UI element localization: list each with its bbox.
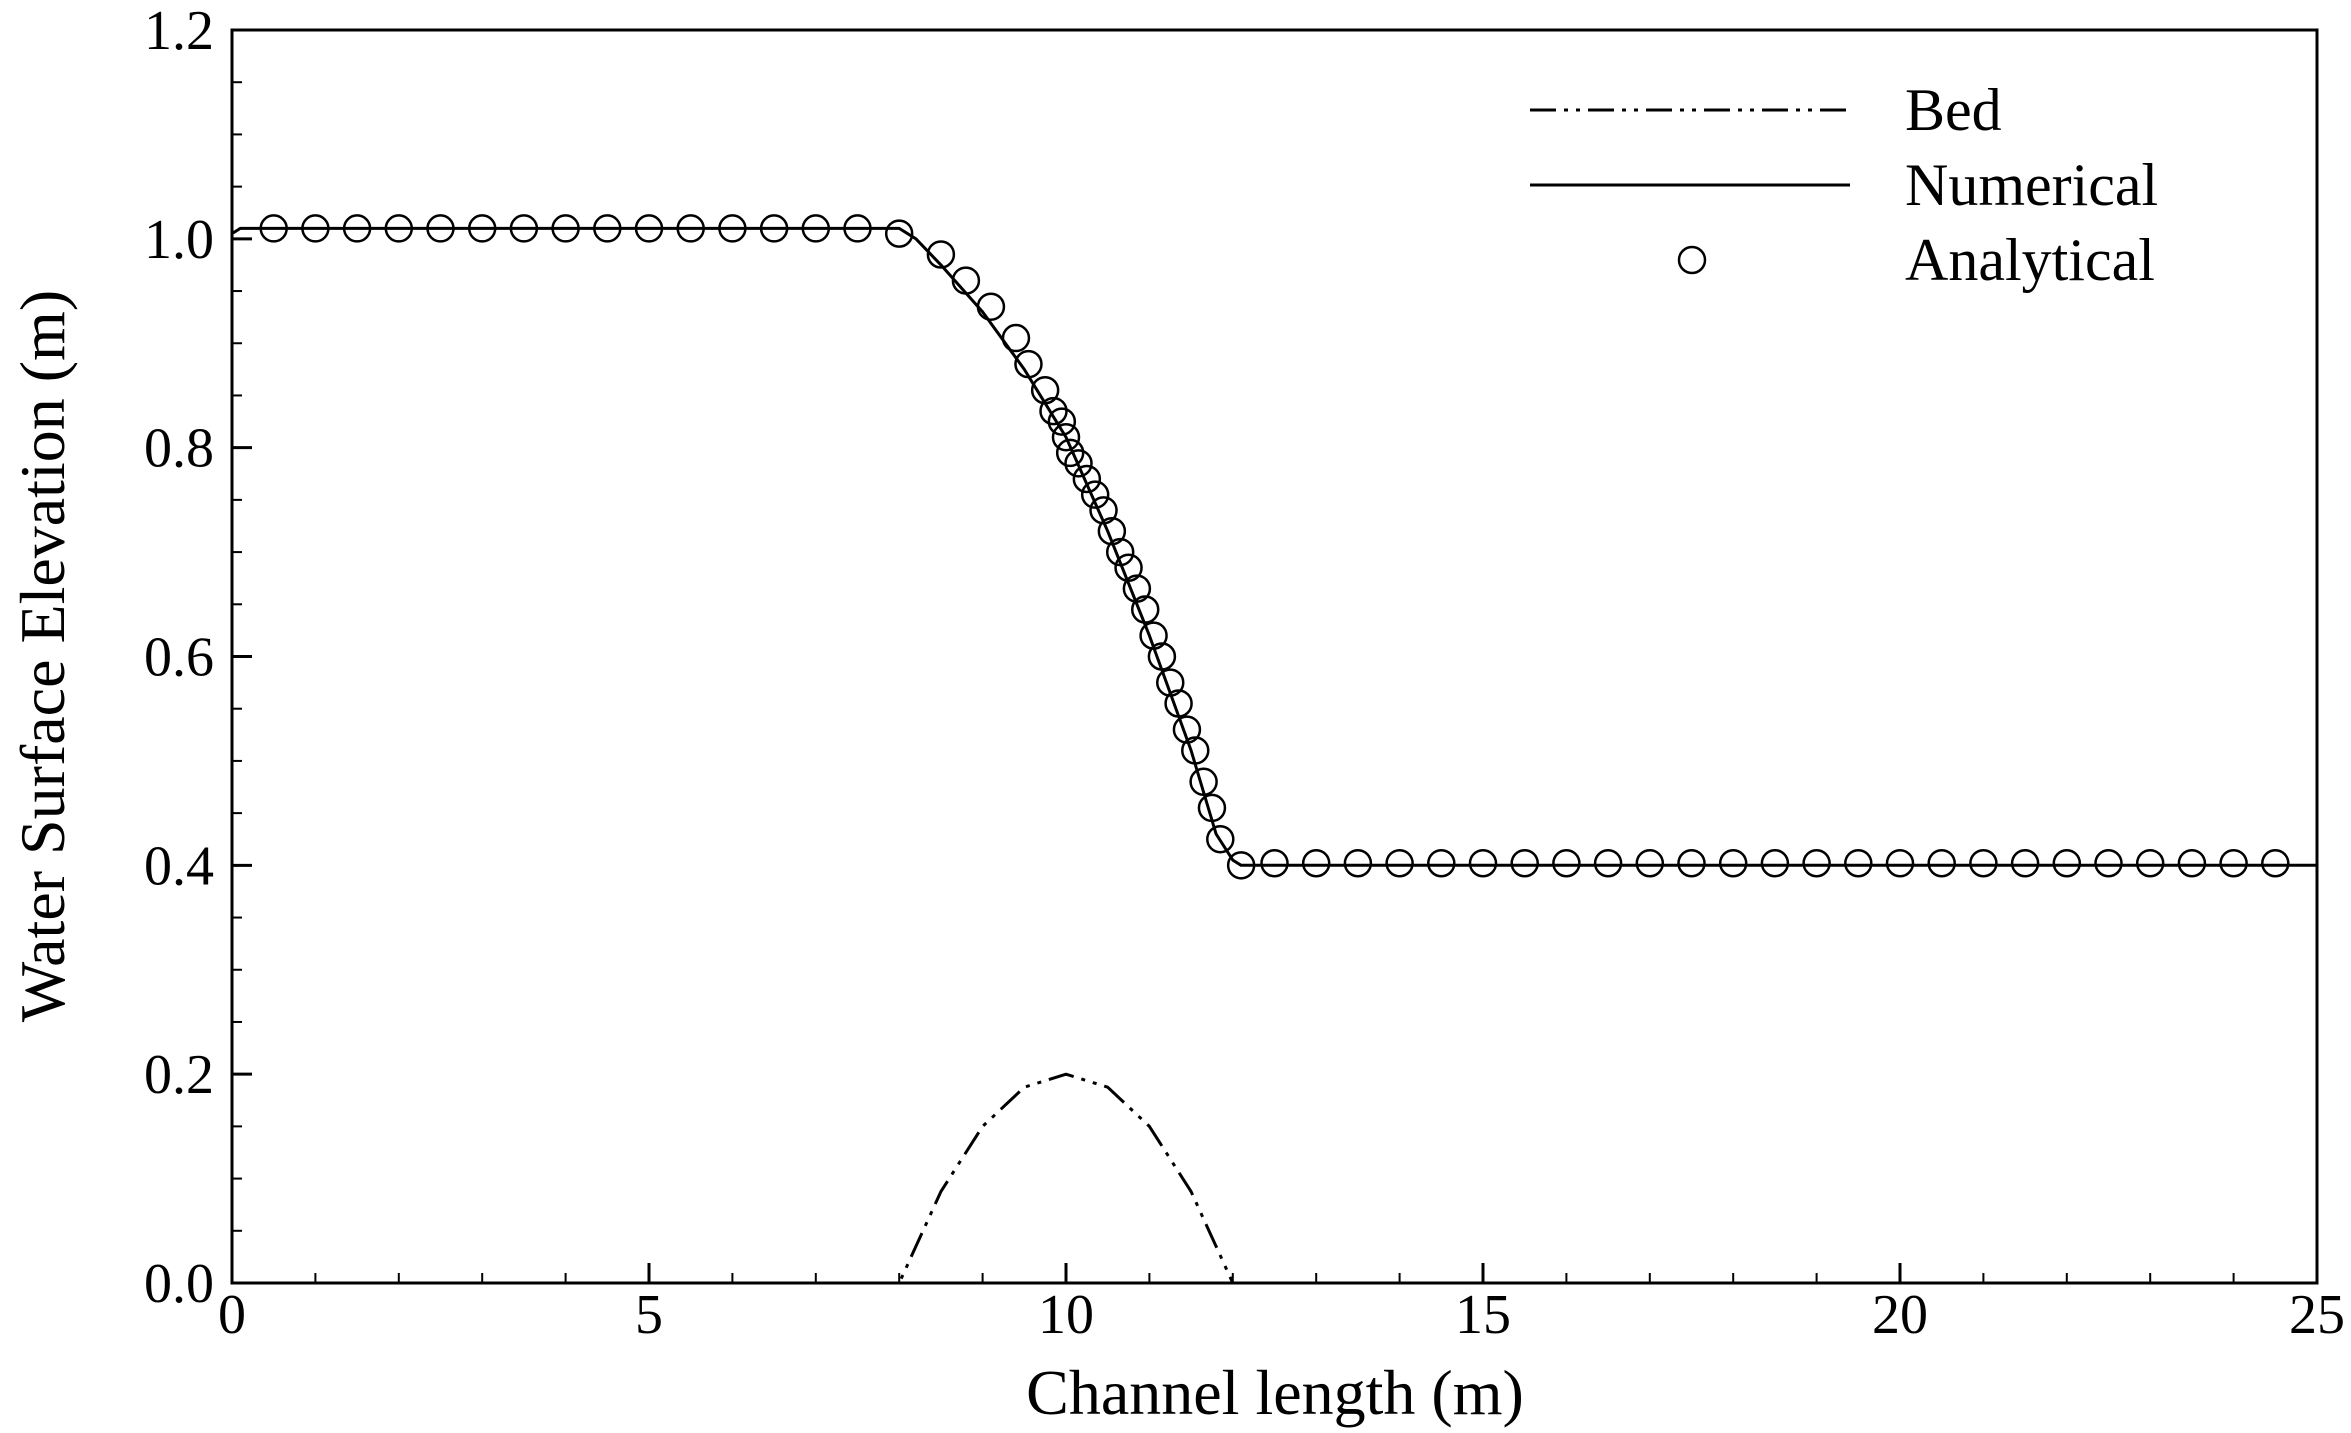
x-tick-label: 10	[1038, 1284, 1094, 1346]
analytical-point	[1844, 848, 1873, 878]
analytical-point	[1114, 553, 1143, 582]
analytical-point	[1089, 496, 1118, 525]
analytical-point	[926, 240, 956, 269]
analytical-point	[1677, 848, 1706, 878]
analytical-point	[1156, 668, 1185, 697]
y-tick-labels: 0.0 0.2 0.4 0.6 0.8 1.0 1.2	[144, 0, 214, 1315]
analytical-point	[1030, 375, 1060, 405]
analytical-point	[1206, 824, 1235, 854]
analytical-point	[2261, 848, 2290, 878]
y-axis-title: Water Surface Elevation (m)	[7, 290, 78, 1022]
y-tick-label: 0.8	[144, 418, 214, 480]
analytical-point	[1927, 848, 1956, 878]
analytical-point	[1001, 323, 1031, 353]
analytical-point	[426, 214, 455, 243]
y-tick-label: 1.2	[144, 0, 214, 62]
analytical-point	[1593, 848, 1623, 878]
analytical-point	[1047, 407, 1077, 436]
analytical-point	[2010, 848, 2040, 878]
analytical-point	[2135, 848, 2165, 878]
analytical-markers	[259, 214, 2290, 880]
analytical-point	[1301, 848, 1331, 878]
analytical-point	[1105, 537, 1135, 567]
legend-numerical-label: Numerical	[1905, 152, 2158, 218]
analytical-point	[2177, 848, 2207, 878]
analytical-point	[1147, 642, 1177, 671]
y-tick-label: 1.0	[144, 209, 214, 271]
analytical-point	[1055, 438, 1085, 468]
analytical-point	[1510, 848, 1539, 878]
x-tick-label: 25	[2289, 1284, 2345, 1346]
analytical-point	[1197, 793, 1227, 823]
x-tick-label: 20	[1872, 1284, 1928, 1346]
analytical-point	[1969, 848, 1998, 878]
analytical-point	[1122, 574, 1152, 603]
analytical-point	[509, 214, 539, 243]
analytical-point	[1189, 767, 1218, 797]
legend-analytical-label: Analytical	[1905, 227, 2155, 293]
analytical-point	[843, 214, 872, 243]
analytical-point	[976, 292, 1006, 321]
x-tick-labels: 0 5 10 15 20 25	[218, 1284, 2345, 1346]
x-tick-label: 0	[218, 1284, 246, 1346]
y-tick-label: 0.0	[144, 1253, 214, 1315]
analytical-point	[759, 214, 789, 243]
major-ticks	[230, 28, 2319, 1285]
analytical-point	[1051, 422, 1081, 452]
y-tick-label: 0.6	[144, 627, 214, 689]
analytical-point	[1760, 848, 1790, 878]
analytical-point	[1427, 848, 1456, 878]
analytical-point	[2094, 848, 2123, 878]
analytical-point	[259, 214, 288, 243]
analytical-point	[676, 214, 705, 243]
analytical-point	[884, 219, 914, 248]
analytical-point	[342, 214, 372, 243]
analytical-point	[1039, 396, 1068, 426]
legend-analytical-marker	[1677, 245, 1707, 275]
x-tick-label: 15	[1455, 1284, 1511, 1346]
analytical-point	[1552, 848, 1581, 878]
analytical-point	[301, 214, 330, 243]
analytical-point	[1802, 848, 1831, 878]
analytical-point	[801, 214, 831, 243]
analytical-point	[467, 214, 497, 243]
analytical-point	[1343, 848, 1373, 878]
analytical-point	[1097, 516, 1127, 546]
analytical-point	[1885, 848, 1915, 878]
analytical-point	[593, 214, 622, 243]
analytical-point	[1080, 480, 1110, 509]
analytical-point	[1014, 349, 1043, 379]
analytical-point	[384, 214, 414, 243]
analytical-point	[1718, 848, 1748, 878]
x-tick-label: 5	[635, 1284, 663, 1346]
minor-ticks	[231, 29, 2318, 1284]
x-axis-title: Channel length (m)	[1026, 1357, 1524, 1428]
analytical-point	[1130, 595, 1160, 624]
series-layer	[231, 226, 2317, 1285]
analytical-point	[718, 214, 747, 243]
analytical-point	[1064, 449, 1093, 478]
analytical-point	[1260, 848, 1289, 878]
analytical-point	[1072, 464, 1102, 494]
analytical-point	[634, 214, 664, 243]
analytical-point	[2219, 848, 2248, 878]
analytical-point	[1172, 715, 1202, 744]
y-tick-label: 0.2	[144, 1044, 214, 1106]
bed-line	[232, 1072, 2317, 1285]
y-tick-label: 0.4	[144, 835, 214, 897]
analytical-point	[1139, 621, 1168, 650]
legend-bed-label: Bed	[1905, 77, 2002, 143]
analytical-point	[1468, 848, 1498, 878]
legend: Bed Numerical Analytical	[1530, 77, 2158, 293]
analytical-point	[1164, 689, 1193, 718]
analytical-point	[2052, 848, 2082, 878]
analytical-point	[951, 266, 981, 295]
analytical-point	[1635, 848, 1665, 878]
analytical-point	[1385, 848, 1414, 878]
analytical-point	[1181, 736, 1210, 765]
analytical-point	[1226, 851, 1256, 880]
analytical-point	[551, 214, 580, 243]
numerical-line	[231, 226, 2317, 867]
